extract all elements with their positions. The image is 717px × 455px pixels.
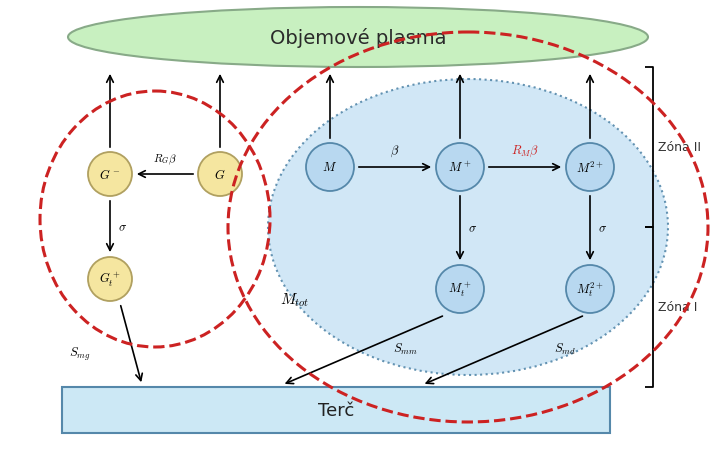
Circle shape [198, 153, 242, 197]
Text: $M_{tot}$: $M_{tot}$ [280, 291, 310, 308]
Text: $G$: $G$ [214, 167, 226, 182]
Circle shape [306, 144, 354, 192]
Text: $R_G\beta$: $R_G\beta$ [153, 152, 177, 167]
Text: $R_M\beta$: $R_M\beta$ [511, 143, 539, 159]
Text: $\sigma$: $\sigma$ [118, 221, 127, 233]
Text: $M^{2+}$: $M^{2+}$ [576, 160, 604, 175]
Text: Zóna I: Zóna I [658, 301, 698, 314]
Ellipse shape [268, 80, 668, 375]
Text: Zóna II: Zóna II [658, 141, 701, 154]
Text: $S_{mg}$: $S_{mg}$ [70, 345, 91, 362]
Circle shape [566, 265, 614, 313]
Text: $S_{md}$: $S_{md}$ [554, 341, 576, 356]
Text: $\sigma$: $\sigma$ [598, 222, 607, 235]
Circle shape [436, 265, 484, 313]
Text: $\sigma$: $\sigma$ [468, 222, 477, 235]
Text: $S_{mm}$: $S_{mm}$ [393, 341, 417, 356]
Circle shape [436, 144, 484, 192]
Text: $\beta$: $\beta$ [390, 143, 399, 159]
Ellipse shape [68, 8, 648, 68]
Circle shape [88, 258, 132, 301]
Circle shape [566, 144, 614, 192]
Text: Terč: Terč [318, 401, 354, 419]
Text: $M_t^{2+}$: $M_t^{2+}$ [576, 280, 604, 299]
Text: $M^+$: $M^+$ [448, 161, 472, 175]
Text: $G_t^+$: $G_t^+$ [99, 270, 120, 288]
Text: $M_t^+$: $M_t^+$ [448, 280, 472, 298]
Bar [62, 387, 610, 433]
Text: Objemové plasma: Objemové plasma [270, 28, 446, 48]
Text: $M$: $M$ [323, 161, 338, 174]
Text: $G^-$: $G^-$ [100, 167, 120, 182]
Circle shape [88, 153, 132, 197]
